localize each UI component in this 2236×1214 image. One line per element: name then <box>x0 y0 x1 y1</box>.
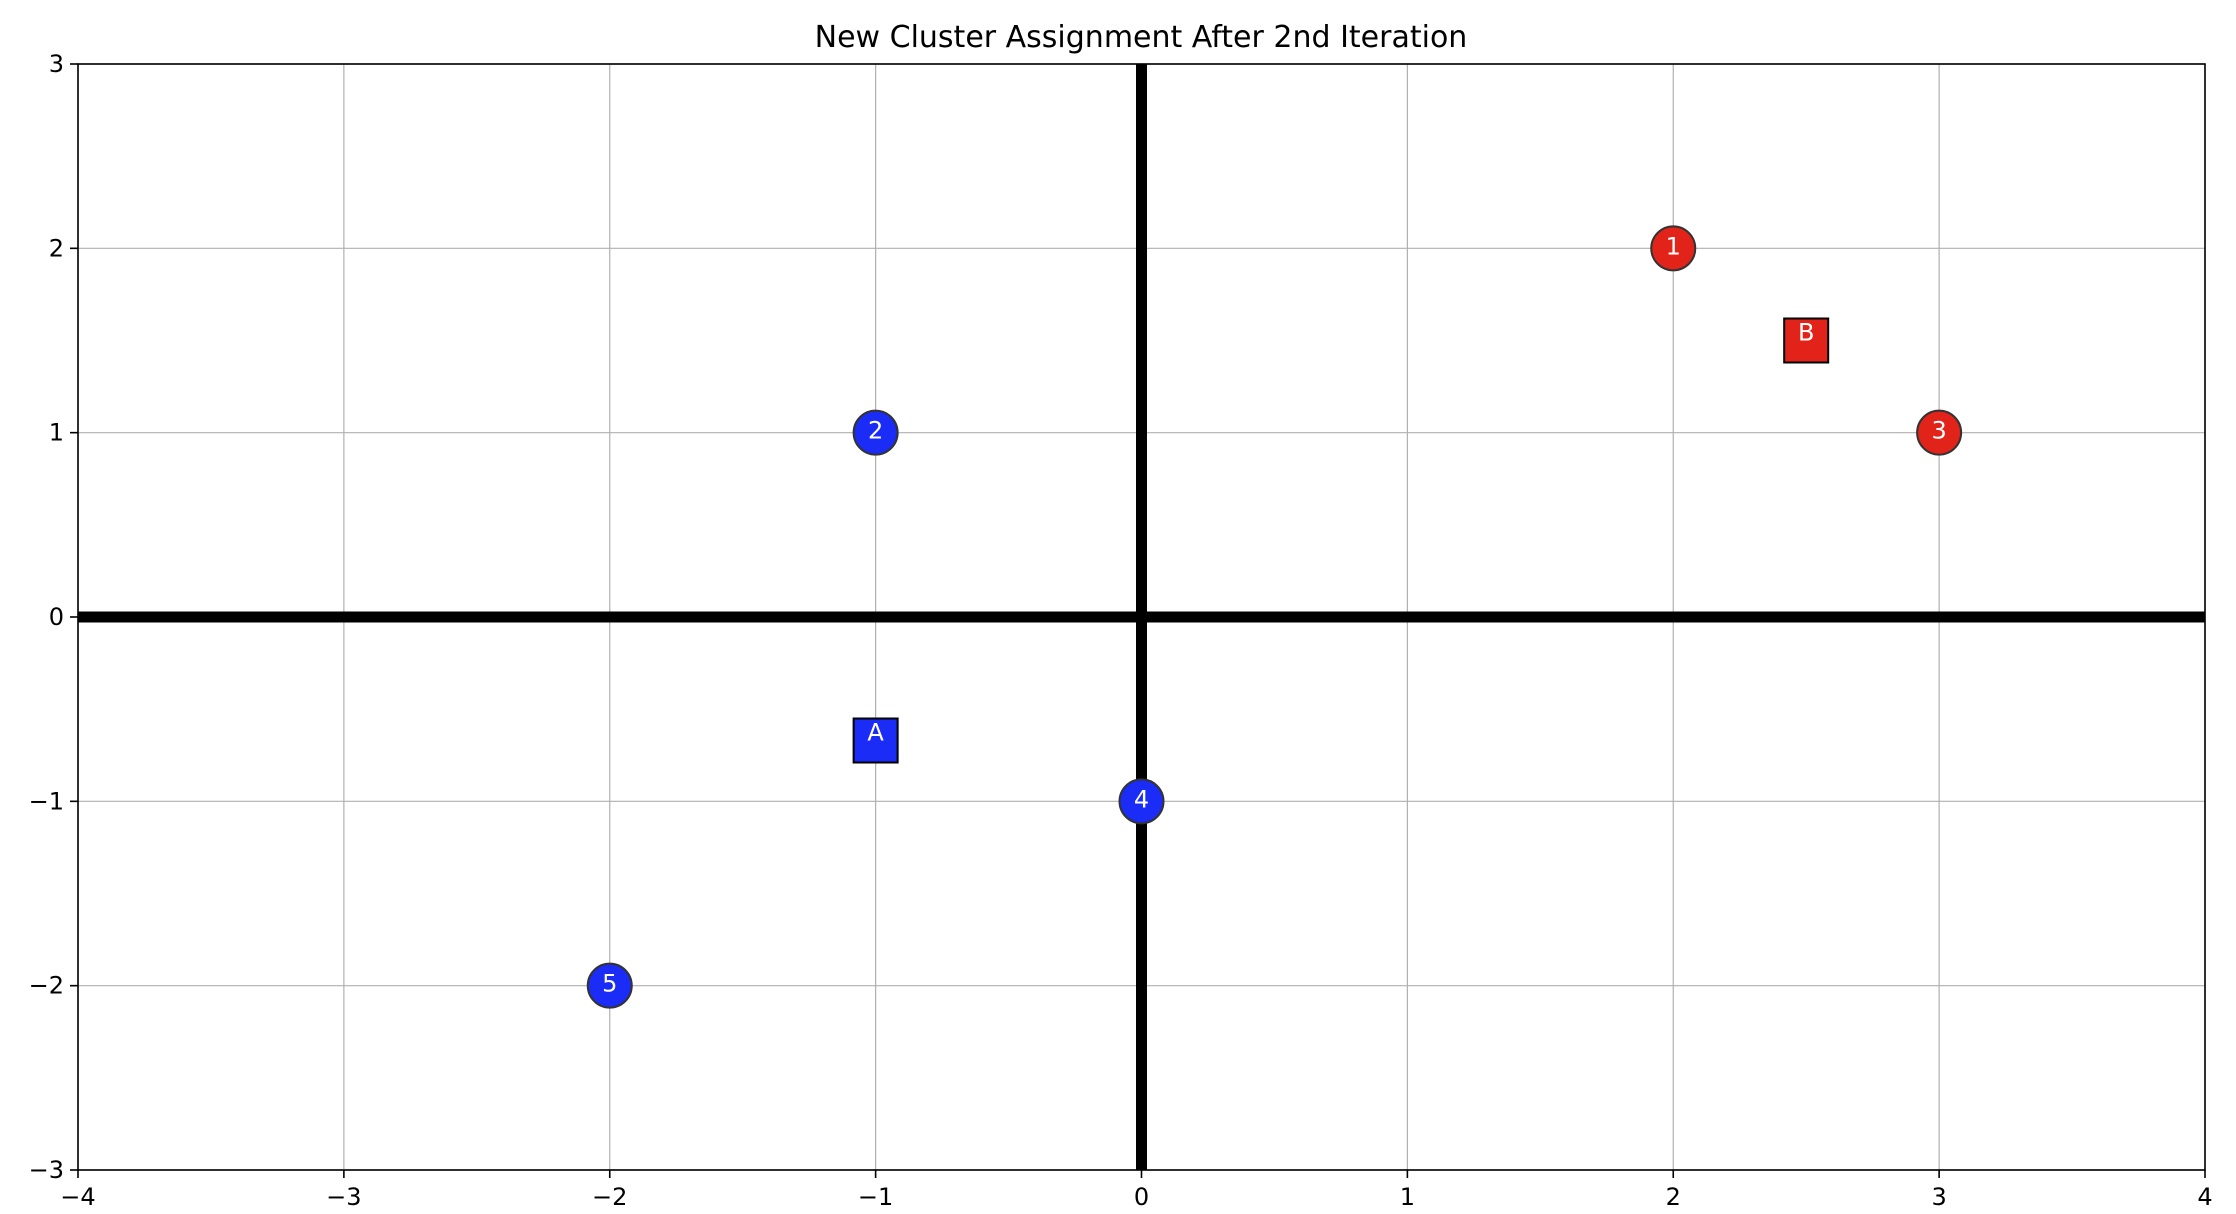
data-point-label: 4 <box>1134 785 1149 813</box>
y-tick-label: −3 <box>29 1156 64 1184</box>
data-point <box>1650 225 1697 272</box>
x-tick-label: 2 <box>1666 1183 1681 1211</box>
x-tick-label: 3 <box>1931 1183 1946 1211</box>
data-point <box>1118 778 1165 825</box>
centroid-marker <box>852 717 899 764</box>
x-tick-label: 1 <box>1400 1183 1415 1211</box>
data-marks: 1 2 3 4 5 A B <box>586 225 1963 1009</box>
reference-lines <box>78 64 2205 1170</box>
y-tick-label: 3 <box>49 50 64 78</box>
chart-title: New Cluster Assignment After 2nd Iterati… <box>815 20 1468 55</box>
data-point <box>1916 409 1963 456</box>
x-tick-label: 0 <box>1134 1183 1149 1211</box>
y-tick-label: −2 <box>29 972 64 1000</box>
y-tick-label: 1 <box>49 419 64 447</box>
data-point-label: 3 <box>1931 417 1946 445</box>
x-tick-label: −4 <box>60 1183 95 1211</box>
x-tick-label: −1 <box>858 1183 893 1211</box>
y-tick-label: 0 <box>49 603 64 631</box>
y-tick-label: 2 <box>49 234 64 262</box>
centroid-marker <box>1783 317 1830 364</box>
data-point-label: 2 <box>868 417 883 445</box>
centroid-label: A <box>867 719 884 747</box>
x-tick-label: 4 <box>2197 1183 2212 1211</box>
data-point-label: 5 <box>602 970 617 998</box>
data-point-label: 1 <box>1666 232 1681 260</box>
data-point <box>586 962 633 1009</box>
data-point <box>852 409 899 456</box>
x-tick-label: −3 <box>326 1183 361 1211</box>
x-tick-label: −2 <box>592 1183 627 1211</box>
centroid-label: B <box>1798 319 1814 347</box>
y-tick-label: −1 <box>29 787 64 815</box>
